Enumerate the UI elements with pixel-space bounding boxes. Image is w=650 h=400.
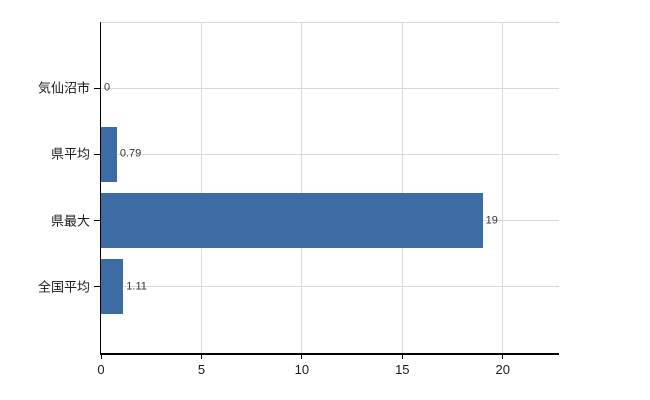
- y-gridline: [101, 286, 559, 288]
- x-tick-mark: [100, 353, 102, 359]
- x-tick-mark: [200, 353, 202, 359]
- y-axis-line: [99, 22, 101, 354]
- y-tick-mark: [93, 286, 100, 288]
- bar-value-label: 1.11: [126, 280, 147, 293]
- bar-value-label: 19: [485, 214, 498, 227]
- x-tick-label: 20: [495, 362, 510, 377]
- category-label: 県最大: [50, 213, 90, 229]
- y-gridline: [101, 87, 559, 89]
- x-tick-mark: [502, 353, 504, 359]
- plot-top-border: [101, 22, 559, 23]
- category-label: 気仙沼市: [37, 80, 90, 96]
- x-tick-mark: [401, 353, 403, 359]
- x-tick-label: 0: [97, 362, 105, 377]
- y-gridline: [101, 153, 559, 155]
- x-axis-line: [99, 353, 559, 355]
- x-gridline: [401, 22, 403, 353]
- x-gridline: [200, 22, 202, 353]
- x-gridline: [502, 22, 504, 353]
- category-label: 全国平均: [37, 279, 90, 295]
- bar: [101, 193, 483, 249]
- bar: [101, 126, 117, 182]
- category-label: 県平均: [50, 146, 90, 162]
- bar-value-label: 0.79: [119, 147, 142, 160]
- y-tick-mark: [93, 153, 100, 155]
- bar-value-label: 0: [104, 81, 111, 94]
- x-tick-label: 5: [197, 362, 206, 377]
- y-tick-mark: [93, 220, 100, 222]
- x-tick-label: 15: [395, 362, 410, 377]
- x-gridline: [301, 22, 303, 353]
- x-tick-label: 10: [294, 362, 310, 377]
- bar: [101, 259, 124, 315]
- x-tick-mark: [301, 353, 303, 359]
- y-tick-mark: [93, 87, 100, 89]
- plot-area: 0 0.79 19 1.11: [101, 22, 559, 353]
